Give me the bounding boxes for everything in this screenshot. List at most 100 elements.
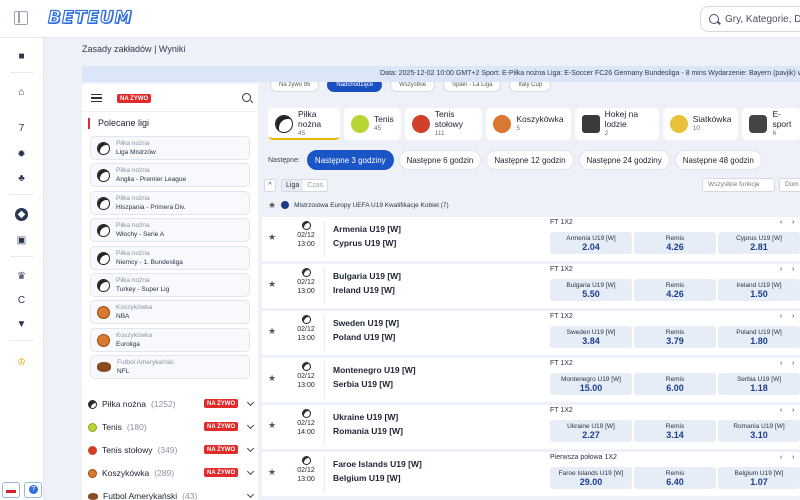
featured-league-item[interactable]: Piłka nożna Turkey - Super Lig — [90, 273, 250, 297]
sport-row-basketball[interactable]: Koszykówka (289) NA ŻYWO — [88, 464, 255, 482]
search-input[interactable] — [725, 13, 800, 25]
star-icon[interactable]: ★ — [268, 199, 277, 210]
sort-by-league[interactable]: Liga — [282, 180, 304, 191]
sidebar-toggle-icon[interactable] — [14, 11, 28, 25]
tab-table-tennis[interactable]: Tenis stołowy 111 — [404, 108, 483, 140]
featured-league-item[interactable]: Piłka nożna Niemcy - 1. Bundesliga — [90, 246, 250, 270]
featured-league-item[interactable]: Piłka nożna Włochy - Serie A — [90, 218, 250, 242]
crown-icon[interactable]: ♔ — [17, 357, 26, 368]
live-badge[interactable]: NA ŻYWO — [204, 445, 239, 454]
next-6h-button[interactable]: Następne 6 godzin — [398, 150, 482, 170]
event-row[interactable]: ★ 02/12 13:00 Sweden U19 [W] Poland U19 [W] F… — [262, 311, 800, 355]
star-icon[interactable]: ★ — [268, 467, 277, 477]
chevron-down-icon[interactable] — [246, 444, 255, 453]
odds-button[interactable]: Faroe Islands U19 [W] 29.00 — [550, 467, 632, 489]
odds-button[interactable]: Ireland U19 [W] 1.50 — [718, 279, 800, 301]
event-teams[interactable]: Faroe Islands U19 [W] Belgium U19 [W] — [333, 457, 422, 485]
live-badge[interactable]: NA ŻYWO — [204, 468, 239, 477]
menu-icon[interactable] — [91, 94, 102, 102]
tab-basketball[interactable]: Koszykówka 5 — [486, 108, 571, 140]
next-12h-button[interactable]: Następne 12 godzin — [486, 150, 574, 170]
featured-league-item[interactable]: Futbol Amerykański NFL — [90, 355, 250, 379]
next-3h-button[interactable]: Następne 3 godziny — [306, 150, 394, 170]
extra-dropdown[interactable]: Dom — [779, 178, 800, 192]
odds-button[interactable]: Poland U19 [W] 1.80 — [718, 326, 800, 348]
competition-header[interactable]: ★ Mistrzostwa Europy UEFA U19 Kwalifikac… — [262, 198, 800, 212]
star-icon[interactable]: ★ — [268, 279, 277, 289]
star-icon[interactable]: ★ — [268, 326, 277, 336]
event-teams[interactable]: Montenegro U19 [W] Serbia U19 [W] — [333, 363, 416, 391]
basket-icon[interactable]: ▼ — [16, 319, 27, 330]
sport-row-american-football[interactable]: Futbol Amerykański (43) — [88, 487, 255, 500]
promotions-icon[interactable]: ■ — [18, 51, 25, 62]
odds-button[interactable]: Remis 6.00 — [634, 373, 716, 395]
chevron-down-icon[interactable] — [246, 490, 255, 499]
live-badge[interactable]: NA ŻYWO — [204, 422, 239, 431]
esports-icon[interactable]: C — [17, 295, 26, 306]
chevron-left-icon[interactable]: ‹ — [780, 313, 783, 320]
chevron-right-icon[interactable]: › — [792, 266, 795, 273]
odds-button[interactable]: Remis 6.40 — [634, 467, 716, 489]
tab-esport[interactable]: E-sport 6 — [742, 108, 800, 140]
chevron-right-icon[interactable]: › — [792, 407, 795, 414]
chevron-right-icon[interactable]: › — [792, 360, 795, 367]
logo[interactable]: BETEUM — [47, 7, 133, 28]
next-48h-button[interactable]: Następne 48 godzin — [674, 150, 762, 170]
tab-ice-hockey[interactable]: Hokej na lodzie 2 — [574, 108, 659, 140]
next-24h-button[interactable]: Następne 24 godziny — [578, 150, 670, 170]
tab-volleyball[interactable]: Siatkówka 10 — [662, 108, 739, 140]
chevron-right-icon[interactable]: › — [792, 313, 795, 320]
language-flag-button[interactable] — [2, 482, 20, 498]
star-icon[interactable]: ★ — [268, 420, 277, 430]
chevron-left-icon[interactable]: ‹ — [780, 360, 783, 367]
event-teams[interactable]: Armenia U19 [W] Cyprus U19 [W] — [333, 222, 401, 250]
event-teams[interactable]: Sweden U19 [W] Poland U19 [W] — [333, 316, 399, 344]
featured-league-item[interactable]: Piłka nożna Hiszpania - Primera Div. — [90, 191, 250, 215]
featured-league-item[interactable]: Koszykówka NBA — [90, 300, 250, 324]
sport-row-soccer[interactable]: Piłka nożna (1252) NA ŻYWO — [88, 395, 255, 413]
chevron-left-icon[interactable]: ‹ — [780, 407, 783, 414]
cards-icon[interactable]: ♣ — [18, 173, 25, 184]
odds-button[interactable]: Remis 3.79 — [634, 326, 716, 348]
event-teams[interactable]: Ukraine U19 [W] Romania U19 [W] — [333, 410, 403, 438]
odds-button[interactable]: Romania U19 [W] 3.10 — [718, 420, 800, 442]
all-filter-pill[interactable]: Wszystkie — [390, 82, 436, 92]
league-filter-pill[interactable]: Italy Cup — [509, 82, 552, 92]
event-row[interactable]: ★ 02/12 14:00 Ukraine U19 [W] Romania U19 [W… — [262, 405, 800, 449]
odds-button[interactable]: Sweden U19 [W] 3.84 — [550, 326, 632, 348]
sport-row-table-tennis[interactable]: Tenis stołowy (349) NA ŻYWO — [88, 441, 255, 459]
odds-button[interactable]: Ukraine U19 [W] 2.27 — [550, 420, 632, 442]
odds-button[interactable]: Remis 4.26 — [634, 232, 716, 254]
star-icon[interactable]: ★ — [268, 232, 277, 242]
chevron-right-icon[interactable]: › — [792, 219, 795, 226]
search-icon[interactable] — [242, 93, 251, 102]
odds-button[interactable]: Bulgaria U19 [W] 5.50 — [550, 279, 632, 301]
chevron-left-icon[interactable]: ‹ — [780, 454, 783, 461]
live-badge[interactable]: NA ŻYWO — [204, 399, 239, 408]
odds-button[interactable]: Remis 4.26 — [634, 279, 716, 301]
live-filter-pill[interactable]: Na żywo 95 — [270, 82, 320, 92]
odds-button[interactable]: Cyprus U19 [W] 2.81 — [718, 232, 800, 254]
odds-button[interactable]: Armenia U19 [W] 2.04 — [550, 232, 632, 254]
functions-dropdown[interactable]: Wszystkie funkcje — [702, 178, 775, 192]
event-row[interactable]: ★ 02/12 13:00 Armenia U19 [W] Cyprus U19 [W]… — [262, 217, 800, 261]
event-teams[interactable]: Bulgaria U19 [W] Ireland U19 [W] — [333, 269, 401, 297]
odds-button[interactable]: Serbia U19 [W] 1.18 — [718, 373, 800, 395]
rules-link[interactable]: Zasady zakładów — [82, 44, 152, 54]
league-filter-pill[interactable]: Spain - La Liga — [443, 82, 502, 92]
featured-league-item[interactable]: Piłka nożna Liga Mistrzów — [90, 136, 250, 160]
chevron-right-icon[interactable]: › — [792, 454, 795, 461]
event-row[interactable]: ★ 02/12 13:00 Montenegro U19 [W] Serbia U19 … — [262, 358, 800, 402]
event-row[interactable]: ★ 02/12 13:00 Faroe Islands U19 [W] Belgium … — [262, 452, 800, 496]
chevron-down-icon[interactable] — [246, 467, 255, 476]
live-tv-icon[interactable]: ▣ — [16, 235, 27, 246]
search-box[interactable] — [700, 6, 800, 32]
sort-by-time[interactable]: Czas — [307, 182, 324, 189]
casino-chip-icon[interactable]: ✹ — [17, 149, 26, 160]
results-link[interactable]: Wyniki — [158, 44, 186, 54]
tab-tennis[interactable]: Tenis 45 — [343, 108, 401, 140]
chevron-down-icon[interactable] — [246, 421, 255, 430]
featured-league-item[interactable]: Piłka nożna Anglia - Premier League — [90, 163, 250, 187]
odds-button[interactable]: Montenegro U19 [W] 15.00 — [550, 373, 632, 395]
chevron-left-icon[interactable]: ‹ — [780, 266, 783, 273]
